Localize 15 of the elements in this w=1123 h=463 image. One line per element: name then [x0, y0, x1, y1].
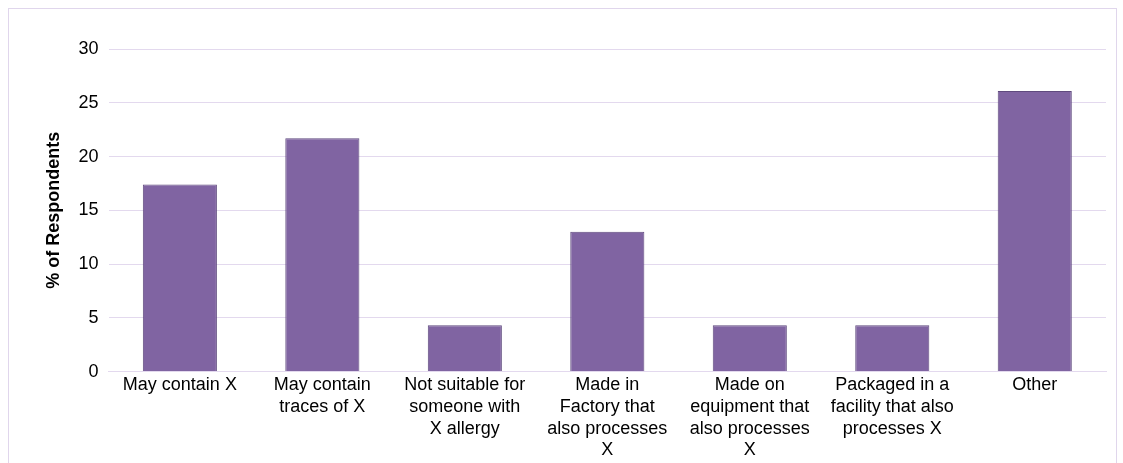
- y-tick-label: 5: [88, 306, 99, 327]
- x-tick-label: Packaged in a facility that also processes X: [830, 374, 954, 438]
- x-tick-label: Other: [1012, 374, 1058, 395]
- y-axis-title: % of Respondents: [42, 131, 63, 289]
- y-tick-label: 10: [78, 253, 99, 274]
- y-tick-label: 25: [78, 91, 99, 112]
- y-tick-label: 30: [78, 37, 99, 58]
- x-tick-label: Made in Factory that also processes X: [547, 374, 668, 460]
- y-tick-label: 15: [78, 199, 99, 220]
- y-tick-label: 20: [78, 145, 99, 166]
- x-tick-label: Not suitable for someone with X allergy: [404, 374, 526, 438]
- x-tick-label: May contain X: [122, 374, 237, 395]
- x-tick-label: Made on equipment that also processes X: [689, 374, 810, 460]
- y-tick-label: 0: [88, 360, 99, 381]
- x-tick-label: May contain traces of X: [273, 374, 371, 416]
